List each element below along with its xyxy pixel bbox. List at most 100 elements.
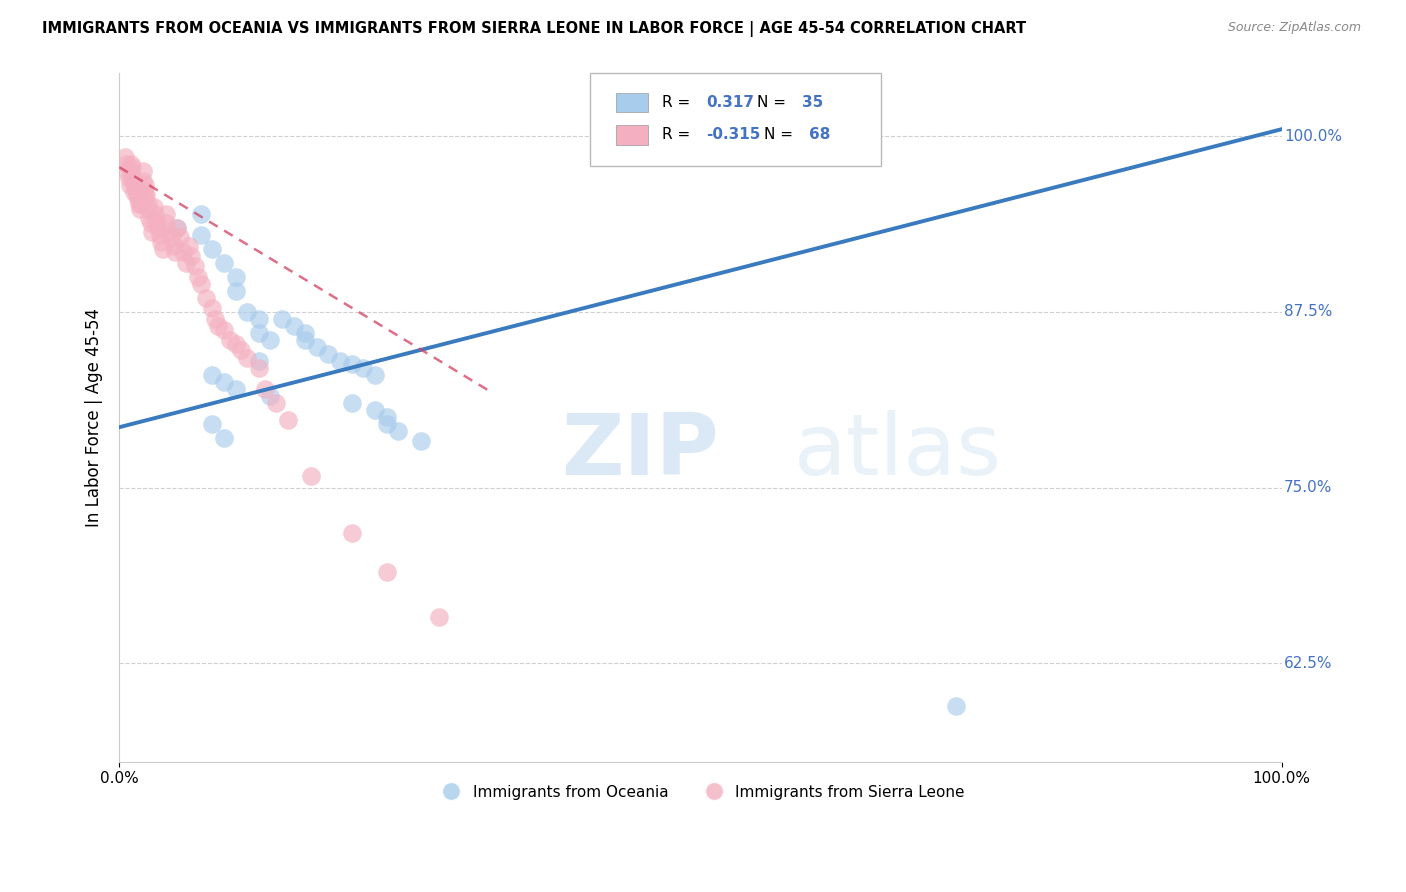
Point [294,326,316,340]
Point [141,225,163,239]
Point [259,389,281,403]
Text: -0.315: -0.315 [706,128,761,143]
Point [277,413,299,427]
Point [163,239,186,253]
Point [190,277,212,291]
Point [143,200,166,214]
Point [294,333,316,347]
Point [121,160,143,174]
Text: 68: 68 [808,128,830,143]
Point [165,244,187,259]
Text: IMMIGRANTS FROM OCEANIA VS IMMIGRANTS FROM SIERRA LEONE IN LABOR FORCE | AGE 45-: IMMIGRANTS FROM OCEANIA VS IMMIGRANTS FR… [42,21,1026,37]
Point [177,239,200,253]
Text: 62.5%: 62.5% [1284,656,1333,671]
Point [134,188,156,202]
Point [139,216,162,230]
Point [166,220,188,235]
Point [225,337,247,351]
Legend: Immigrants from Oceania, Immigrants from Sierra Leone: Immigrants from Oceania, Immigrants from… [430,779,972,805]
Point [225,269,247,284]
Text: Source: ZipAtlas.com: Source: ZipAtlas.com [1227,21,1361,35]
Point [184,259,207,273]
Point [212,432,235,446]
FancyBboxPatch shape [616,93,648,112]
Point [124,186,146,200]
Point [375,417,398,432]
Point [271,312,294,326]
Point [120,157,142,171]
FancyBboxPatch shape [616,126,648,145]
Point [166,220,188,235]
Point [138,211,160,225]
Point [146,220,169,235]
Point [117,164,139,178]
Point [124,183,146,197]
Point [172,244,194,259]
Point [212,323,235,337]
Point [115,157,138,171]
Point [150,235,173,249]
Point [259,333,281,347]
Point [174,256,197,270]
Point [190,206,212,220]
Point [155,216,177,230]
Point [121,171,143,186]
Point [364,403,387,417]
Point [201,301,224,315]
Point [411,434,433,449]
Point [427,610,450,624]
Text: 100.0%: 100.0% [1284,128,1341,144]
Point [364,368,387,383]
Point [157,225,180,239]
Point [247,361,270,376]
Point [152,242,174,256]
Point [207,318,229,333]
Point [118,178,141,193]
Point [201,368,224,383]
Point [212,376,235,390]
Point [253,382,276,396]
Point [131,174,153,188]
Point [149,227,172,242]
Point [375,410,398,425]
Point [155,206,177,220]
Point [124,178,146,193]
Point [352,361,374,376]
Point [195,291,218,305]
Point [125,188,148,202]
Point [127,193,149,207]
Point [180,249,202,263]
Point [117,171,139,186]
Point [225,382,247,396]
Text: 87.5%: 87.5% [1284,304,1333,319]
Point [247,354,270,368]
Point [283,318,305,333]
Point [329,354,352,368]
Point [231,343,253,357]
Point [136,196,159,211]
Point [225,284,247,298]
Point [236,305,259,319]
Point [247,312,270,326]
Point [132,183,155,197]
Text: N =: N = [765,128,799,143]
Point [236,351,259,366]
Point [340,357,363,371]
Point [131,164,153,178]
Point [136,202,159,217]
Text: 75.0%: 75.0% [1284,480,1333,495]
Point [375,565,398,579]
Point [190,227,212,242]
Point [945,698,967,713]
Text: 0.317: 0.317 [706,95,754,110]
Point [218,333,240,347]
Point [120,164,142,178]
Point [305,340,328,354]
Point [299,469,322,483]
Text: R =: R = [662,95,695,110]
FancyBboxPatch shape [591,73,880,166]
Text: N =: N = [758,95,792,110]
Point [187,269,209,284]
Point [128,196,150,211]
Point [131,196,153,211]
